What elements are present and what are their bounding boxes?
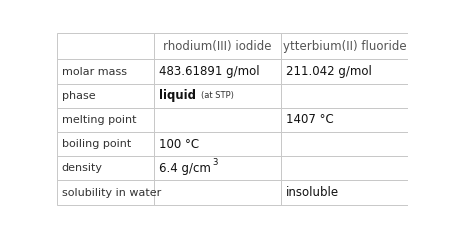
Text: rhodium(III) iodide: rhodium(III) iodide [164,39,272,53]
Bar [281,59,408,84]
Text: 100 °C: 100 °C [159,138,199,151]
Bar [154,132,281,156]
Bar [281,180,408,205]
Bar [154,108,281,132]
Bar [281,132,408,156]
Text: solubility in water: solubility in water [62,188,161,198]
Bar [57,132,154,156]
Text: molar mass: molar mass [62,67,126,77]
Text: 211.042 g/mol: 211.042 g/mol [286,65,372,78]
Bar [281,156,408,180]
Text: 6.4 g/cm: 6.4 g/cm [159,162,211,175]
Text: 3: 3 [212,158,217,167]
Text: insoluble: insoluble [286,186,339,199]
Bar [57,156,154,180]
Text: density: density [62,163,102,173]
Bar [154,33,281,59]
Bar [57,33,154,59]
Text: ytterbium(II) fluoride: ytterbium(II) fluoride [283,39,406,53]
Bar [154,59,281,84]
Text: melting point: melting point [62,115,136,125]
Text: 1407 °C: 1407 °C [286,114,333,126]
Text: (at STP): (at STP) [202,91,234,100]
Bar [281,84,408,108]
Bar [281,108,408,132]
Bar [154,156,281,180]
Text: liquid: liquid [159,89,196,102]
Bar [57,84,154,108]
Bar [57,180,154,205]
Text: 483.61891 g/mol: 483.61891 g/mol [159,65,260,78]
Bar [154,84,281,108]
Bar [281,33,408,59]
Bar [57,59,154,84]
Bar [57,108,154,132]
Text: boiling point: boiling point [62,139,131,149]
Text: phase: phase [62,91,95,101]
Bar [154,180,281,205]
